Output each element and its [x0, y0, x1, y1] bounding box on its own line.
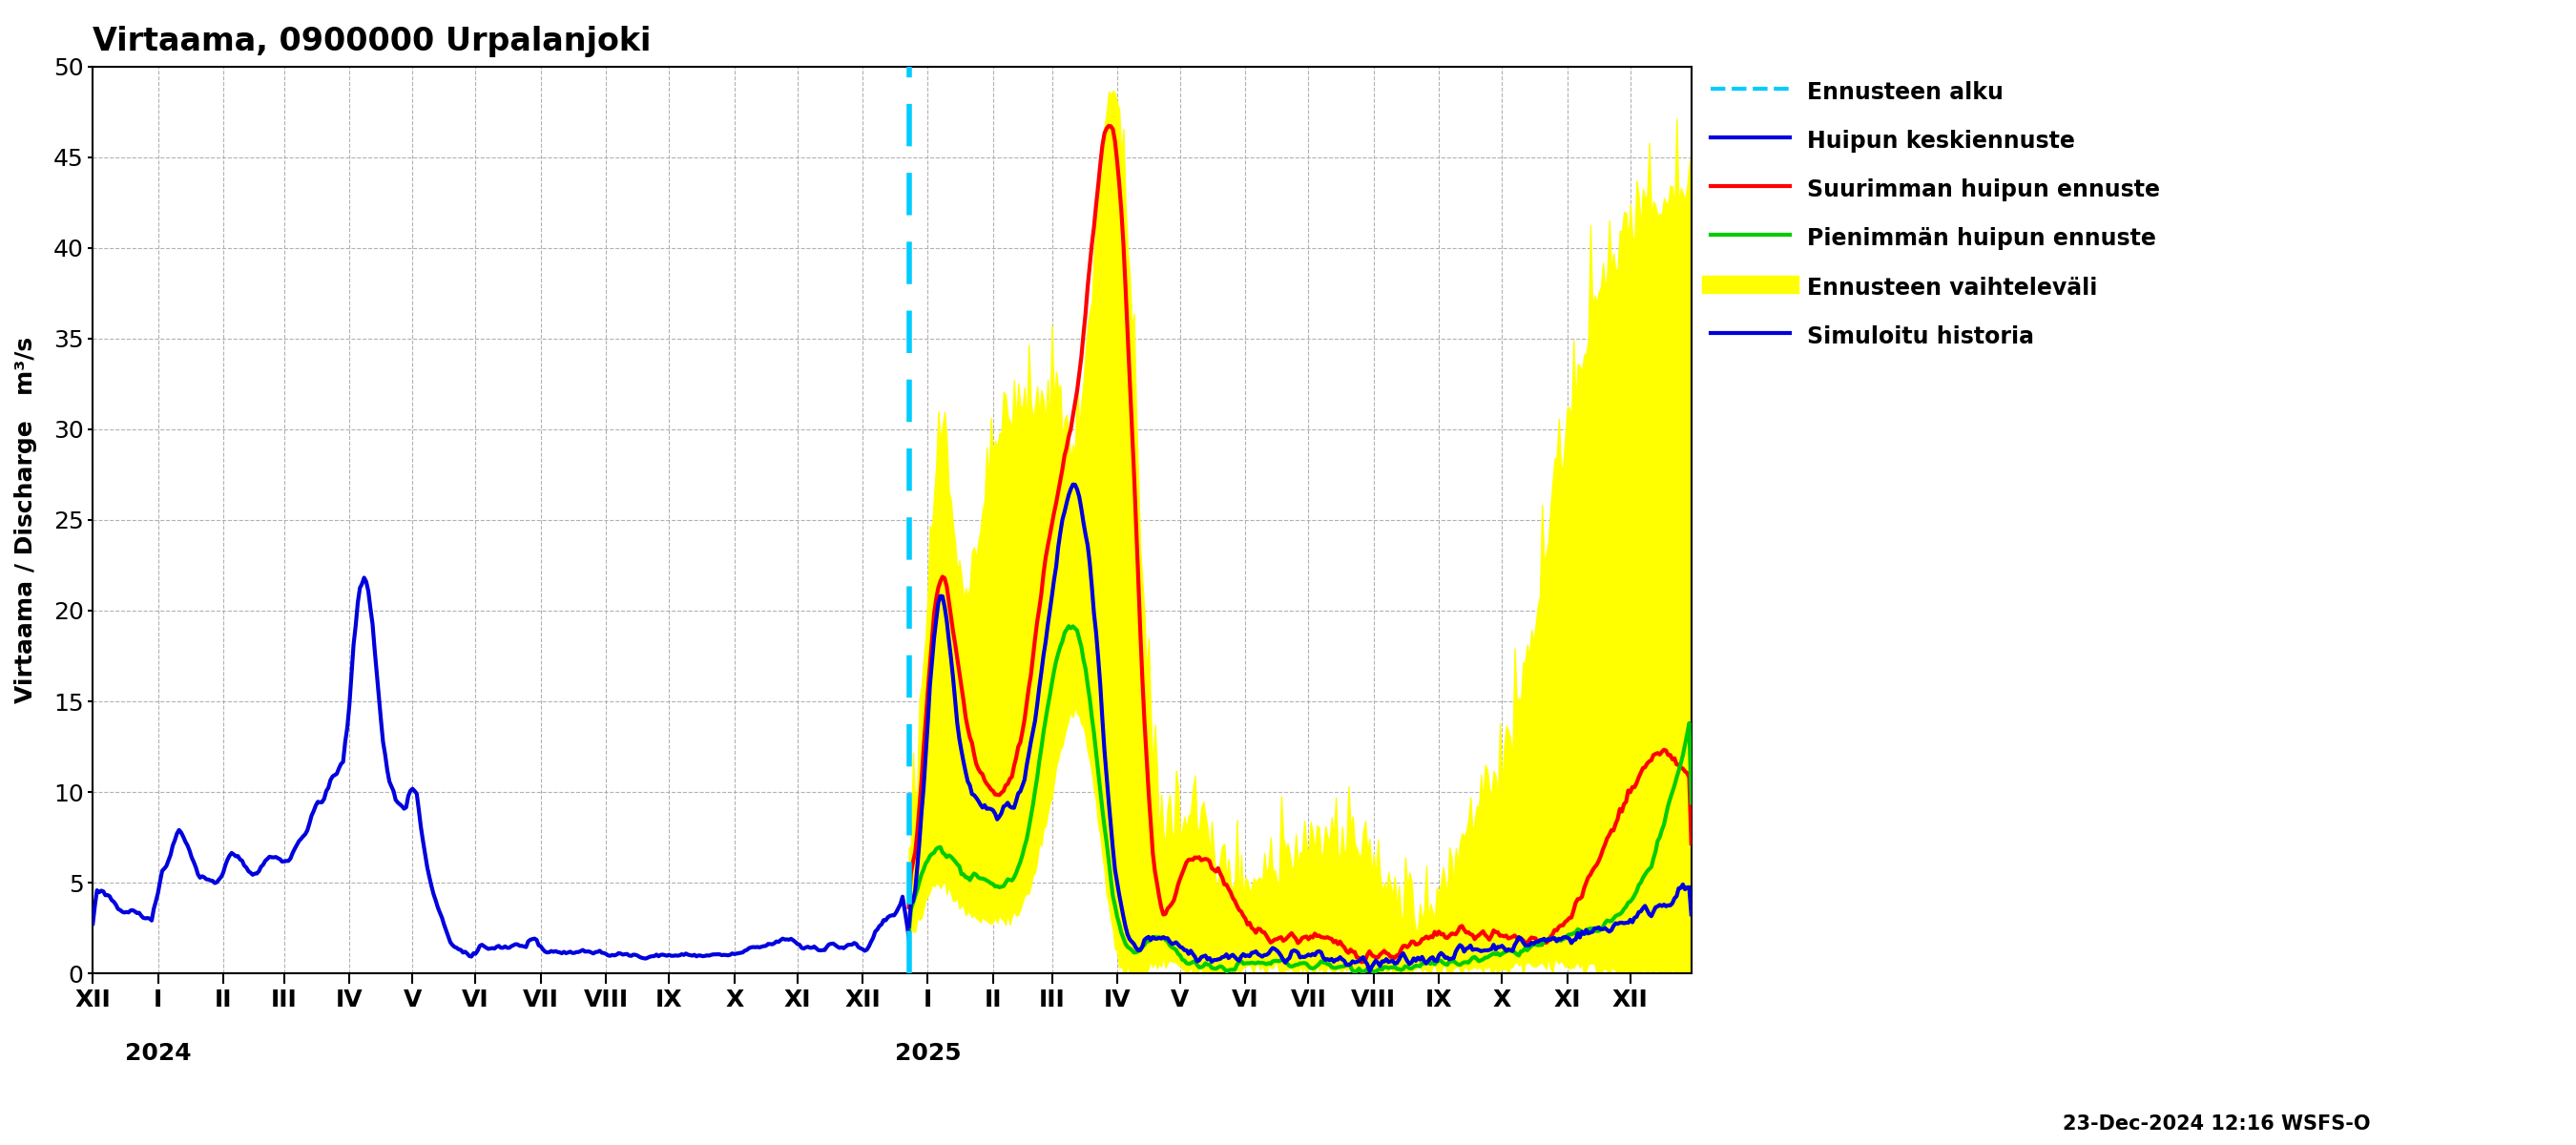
Text: 2024: 2024 — [124, 1042, 191, 1065]
Text: Virtaama, 0900000 Urpalanjoki: Virtaama, 0900000 Urpalanjoki — [93, 25, 652, 57]
Y-axis label: Virtaama / Discharge   m³/s: Virtaama / Discharge m³/s — [15, 337, 36, 703]
Text: 2025: 2025 — [894, 1042, 961, 1065]
Legend: Ennusteen alku, Huipun keskiennuste, Suurimman huipun ennuste, Pienimmän huipun : Ennusteen alku, Huipun keskiennuste, Suu… — [1710, 78, 2161, 349]
Text: 23-Dec-2024 12:16 WSFS-O: 23-Dec-2024 12:16 WSFS-O — [2063, 1114, 2370, 1134]
